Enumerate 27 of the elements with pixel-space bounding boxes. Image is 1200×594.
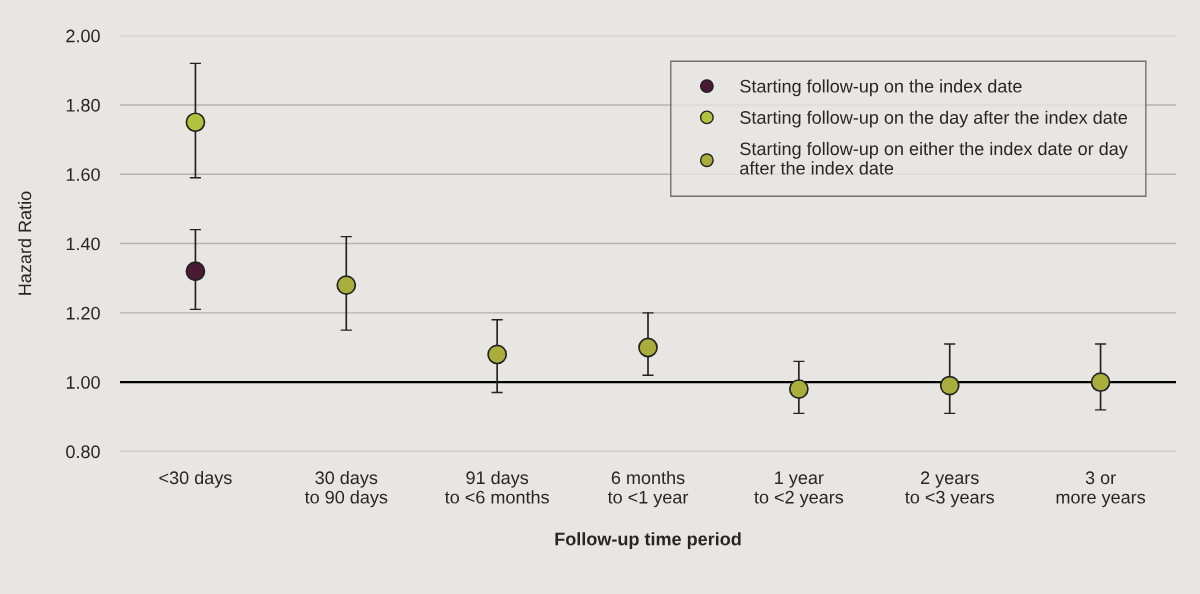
legend-label: Starting follow-up on the index date — [740, 79, 1022, 97]
y-tick-label: 1.40 — [66, 237, 100, 251]
point — [487, 344, 508, 365]
y-tick-label: 1.80 — [66, 98, 100, 112]
point — [336, 275, 357, 296]
point — [788, 379, 809, 399]
x-tick-label: 6 months to <1 year — [607, 470, 689, 508]
y-axis-title: Hazard Ratio — [18, 191, 32, 295]
point — [638, 337, 658, 358]
y-tick-label: 1.20 — [66, 306, 100, 320]
x-axis-title: Follow-up time period — [555, 532, 741, 549]
legend-label: Starting follow-up on the day after the index date — [740, 110, 1128, 128]
y-tick-label: 0.80 — [66, 445, 100, 459]
point — [1090, 372, 1111, 393]
x-tick-label: 3 or more years — [1056, 471, 1146, 508]
y-tick-label: 1.60 — [66, 168, 100, 181]
x-tick-label: 30 days to 90 days — [304, 470, 388, 508]
x-tick-label: 2 years to <3 years — [905, 471, 994, 508]
y-tick-label: 2.00 — [66, 29, 100, 43]
x-tick-label: <30 days — [159, 470, 232, 488]
legend-label: Starting follow-up on either the index date or day after the index date — [740, 141, 1128, 175]
point — [185, 112, 206, 133]
x-tick-label: 91 days to <6 months — [444, 470, 549, 504]
point — [185, 261, 206, 282]
x-tick-label: 1 year to <2 years — [754, 471, 844, 508]
y-tick-label: 1.00 — [66, 376, 100, 389]
point — [939, 375, 960, 396]
